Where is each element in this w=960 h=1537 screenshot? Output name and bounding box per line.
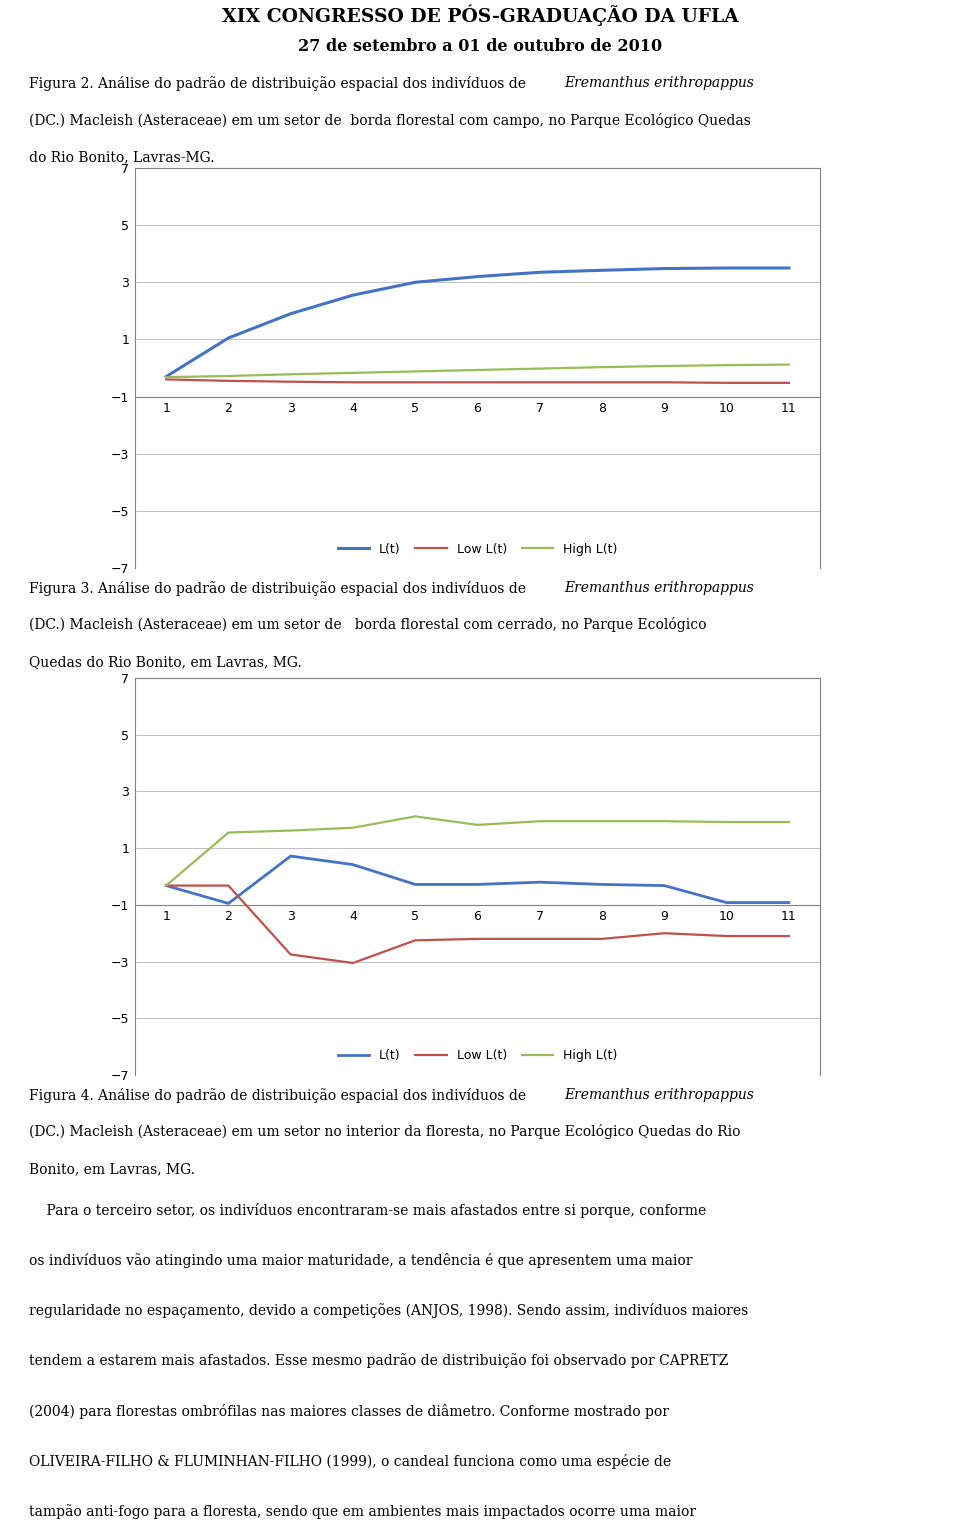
Line: L(t): L(t) xyxy=(166,267,789,377)
Text: XIX CONGRESSO DE PÓS-GRADUAÇÃO DA UFLA: XIX CONGRESSO DE PÓS-GRADUAÇÃO DA UFLA xyxy=(222,5,738,26)
Low L(t) xyxy=(596,373,608,392)
High L(t) xyxy=(410,363,421,381)
Text: Figura 2. Análise do padrão de distribuição espacial dos indivíduos de: Figura 2. Análise do padrão de distribui… xyxy=(29,75,530,91)
L(t) xyxy=(348,856,359,875)
L(t) xyxy=(471,267,483,286)
High L(t) xyxy=(348,819,359,838)
Text: tendem a estarem mais afastados. Esse mesmo padrão de distribuição foi observado: tendem a estarem mais afastados. Esse me… xyxy=(29,1354,729,1368)
Line: Low L(t): Low L(t) xyxy=(166,885,789,964)
Text: regularidade no espaçamento, devido a competições (ANJOS, 1998). Sendo assim, in: regularidade no espaçamento, devido a co… xyxy=(29,1303,748,1319)
Low L(t) xyxy=(410,373,421,392)
Text: Figura 4. Análise do padrão de distribuição espacial dos indivíduos de: Figura 4. Análise do padrão de distribui… xyxy=(29,1088,530,1104)
L(t) xyxy=(223,329,234,347)
L(t) xyxy=(223,895,234,913)
Text: Eremanthus erithropappus: Eremanthus erithropappus xyxy=(564,75,754,91)
Low L(t) xyxy=(783,373,795,392)
Low L(t) xyxy=(410,931,421,950)
High L(t) xyxy=(721,357,732,375)
L(t) xyxy=(410,875,421,893)
High L(t) xyxy=(471,361,483,380)
Low L(t) xyxy=(223,876,234,895)
L(t) xyxy=(160,367,172,386)
High L(t) xyxy=(783,813,795,832)
Line: Low L(t): Low L(t) xyxy=(166,380,789,383)
Low L(t) xyxy=(659,924,670,942)
High L(t) xyxy=(659,812,670,830)
Line: High L(t): High L(t) xyxy=(166,364,789,377)
Text: os indivíduos vão atingindo uma maior maturidade, a tendência é que apresentem u: os indivíduos vão atingindo uma maior ma… xyxy=(29,1253,692,1268)
L(t) xyxy=(534,263,545,281)
High L(t) xyxy=(410,807,421,825)
L(t) xyxy=(471,875,483,893)
Text: (DC.) Macleish (Asteraceae) em um setor no interior da floresta, no Parque Ecoló: (DC.) Macleish (Asteraceae) em um setor … xyxy=(29,1124,740,1139)
Low L(t) xyxy=(160,876,172,895)
Low L(t) xyxy=(160,370,172,389)
Low L(t) xyxy=(783,927,795,945)
Low L(t) xyxy=(348,373,359,392)
Text: Figura 3. Análise do padrão de distribuição espacial dos indivíduos de: Figura 3. Análise do padrão de distribui… xyxy=(29,581,530,596)
High L(t) xyxy=(471,816,483,835)
Low L(t) xyxy=(534,930,545,948)
High L(t) xyxy=(285,366,297,384)
L(t) xyxy=(160,876,172,895)
L(t) xyxy=(721,258,732,277)
Text: (DC.) Macleish (Asteraceae) em um setor de   borda florestal com cerrado, no Par: (DC.) Macleish (Asteraceae) em um setor … xyxy=(29,616,707,632)
High L(t) xyxy=(721,813,732,832)
High L(t) xyxy=(596,812,608,830)
High L(t) xyxy=(285,821,297,839)
High L(t) xyxy=(348,364,359,383)
L(t) xyxy=(410,274,421,292)
L(t) xyxy=(783,893,795,911)
Text: Bonito, em Lavras, MG.: Bonito, em Lavras, MG. xyxy=(29,1162,195,1176)
Low L(t) xyxy=(596,930,608,948)
Low L(t) xyxy=(223,372,234,390)
L(t) xyxy=(596,261,608,280)
L(t) xyxy=(783,258,795,277)
Text: Para o terceiro setor, os indivíduos encontraram-se mais afastados entre si porq: Para o terceiro setor, os indivíduos enc… xyxy=(29,1202,706,1217)
Low L(t) xyxy=(721,927,732,945)
Text: do Rio Bonito, Lavras-MG.: do Rio Bonito, Lavras-MG. xyxy=(29,151,214,164)
Text: Eremanthus erithropappus: Eremanthus erithropappus xyxy=(564,581,754,595)
Text: 27 de setembro a 01 de outubro de 2010: 27 de setembro a 01 de outubro de 2010 xyxy=(298,38,662,55)
High L(t) xyxy=(596,358,608,377)
Legend: L(t), Low L(t), High L(t): L(t), Low L(t), High L(t) xyxy=(331,536,624,561)
Low L(t) xyxy=(471,930,483,948)
L(t) xyxy=(721,893,732,911)
Low L(t) xyxy=(659,373,670,392)
High L(t) xyxy=(534,812,545,830)
Low L(t) xyxy=(471,373,483,392)
High L(t) xyxy=(160,367,172,386)
L(t) xyxy=(285,847,297,865)
L(t) xyxy=(285,304,297,323)
Low L(t) xyxy=(534,373,545,392)
Text: Eremanthus erithropappus: Eremanthus erithropappus xyxy=(564,1088,754,1102)
High L(t) xyxy=(223,367,234,386)
High L(t) xyxy=(223,824,234,842)
Text: Quedas do Rio Bonito, em Lavras, MG.: Quedas do Rio Bonito, em Lavras, MG. xyxy=(29,655,301,669)
Low L(t) xyxy=(285,945,297,964)
Text: tampão anti-fogo para a floresta, sendo que em ambientes mais impactados ocorre : tampão anti-fogo para a floresta, sendo … xyxy=(29,1505,696,1519)
Text: (DC.) Macleish (Asteraceae) em um setor de  borda florestal com campo, no Parque: (DC.) Macleish (Asteraceae) em um setor … xyxy=(29,114,751,128)
Text: OLIVEIRA-FILHO & FLUMINHAN-FILHO (1999), o candeal funciona como uma espécie de: OLIVEIRA-FILHO & FLUMINHAN-FILHO (1999),… xyxy=(29,1454,671,1469)
L(t) xyxy=(348,286,359,304)
Line: High L(t): High L(t) xyxy=(166,816,789,885)
L(t) xyxy=(659,876,670,895)
Legend: L(t), Low L(t), High L(t): L(t), Low L(t), High L(t) xyxy=(331,1044,624,1068)
Text: (2004) para florestas ombrófilas nas maiores classes de diâmetro. Conforme mostr: (2004) para florestas ombrófilas nas mai… xyxy=(29,1403,669,1419)
High L(t) xyxy=(783,355,795,373)
Low L(t) xyxy=(721,373,732,392)
High L(t) xyxy=(659,357,670,375)
High L(t) xyxy=(534,360,545,378)
L(t) xyxy=(596,875,608,893)
Low L(t) xyxy=(285,372,297,390)
High L(t) xyxy=(160,876,172,895)
Line: L(t): L(t) xyxy=(166,856,789,904)
L(t) xyxy=(534,873,545,891)
Low L(t) xyxy=(348,954,359,973)
L(t) xyxy=(659,260,670,278)
